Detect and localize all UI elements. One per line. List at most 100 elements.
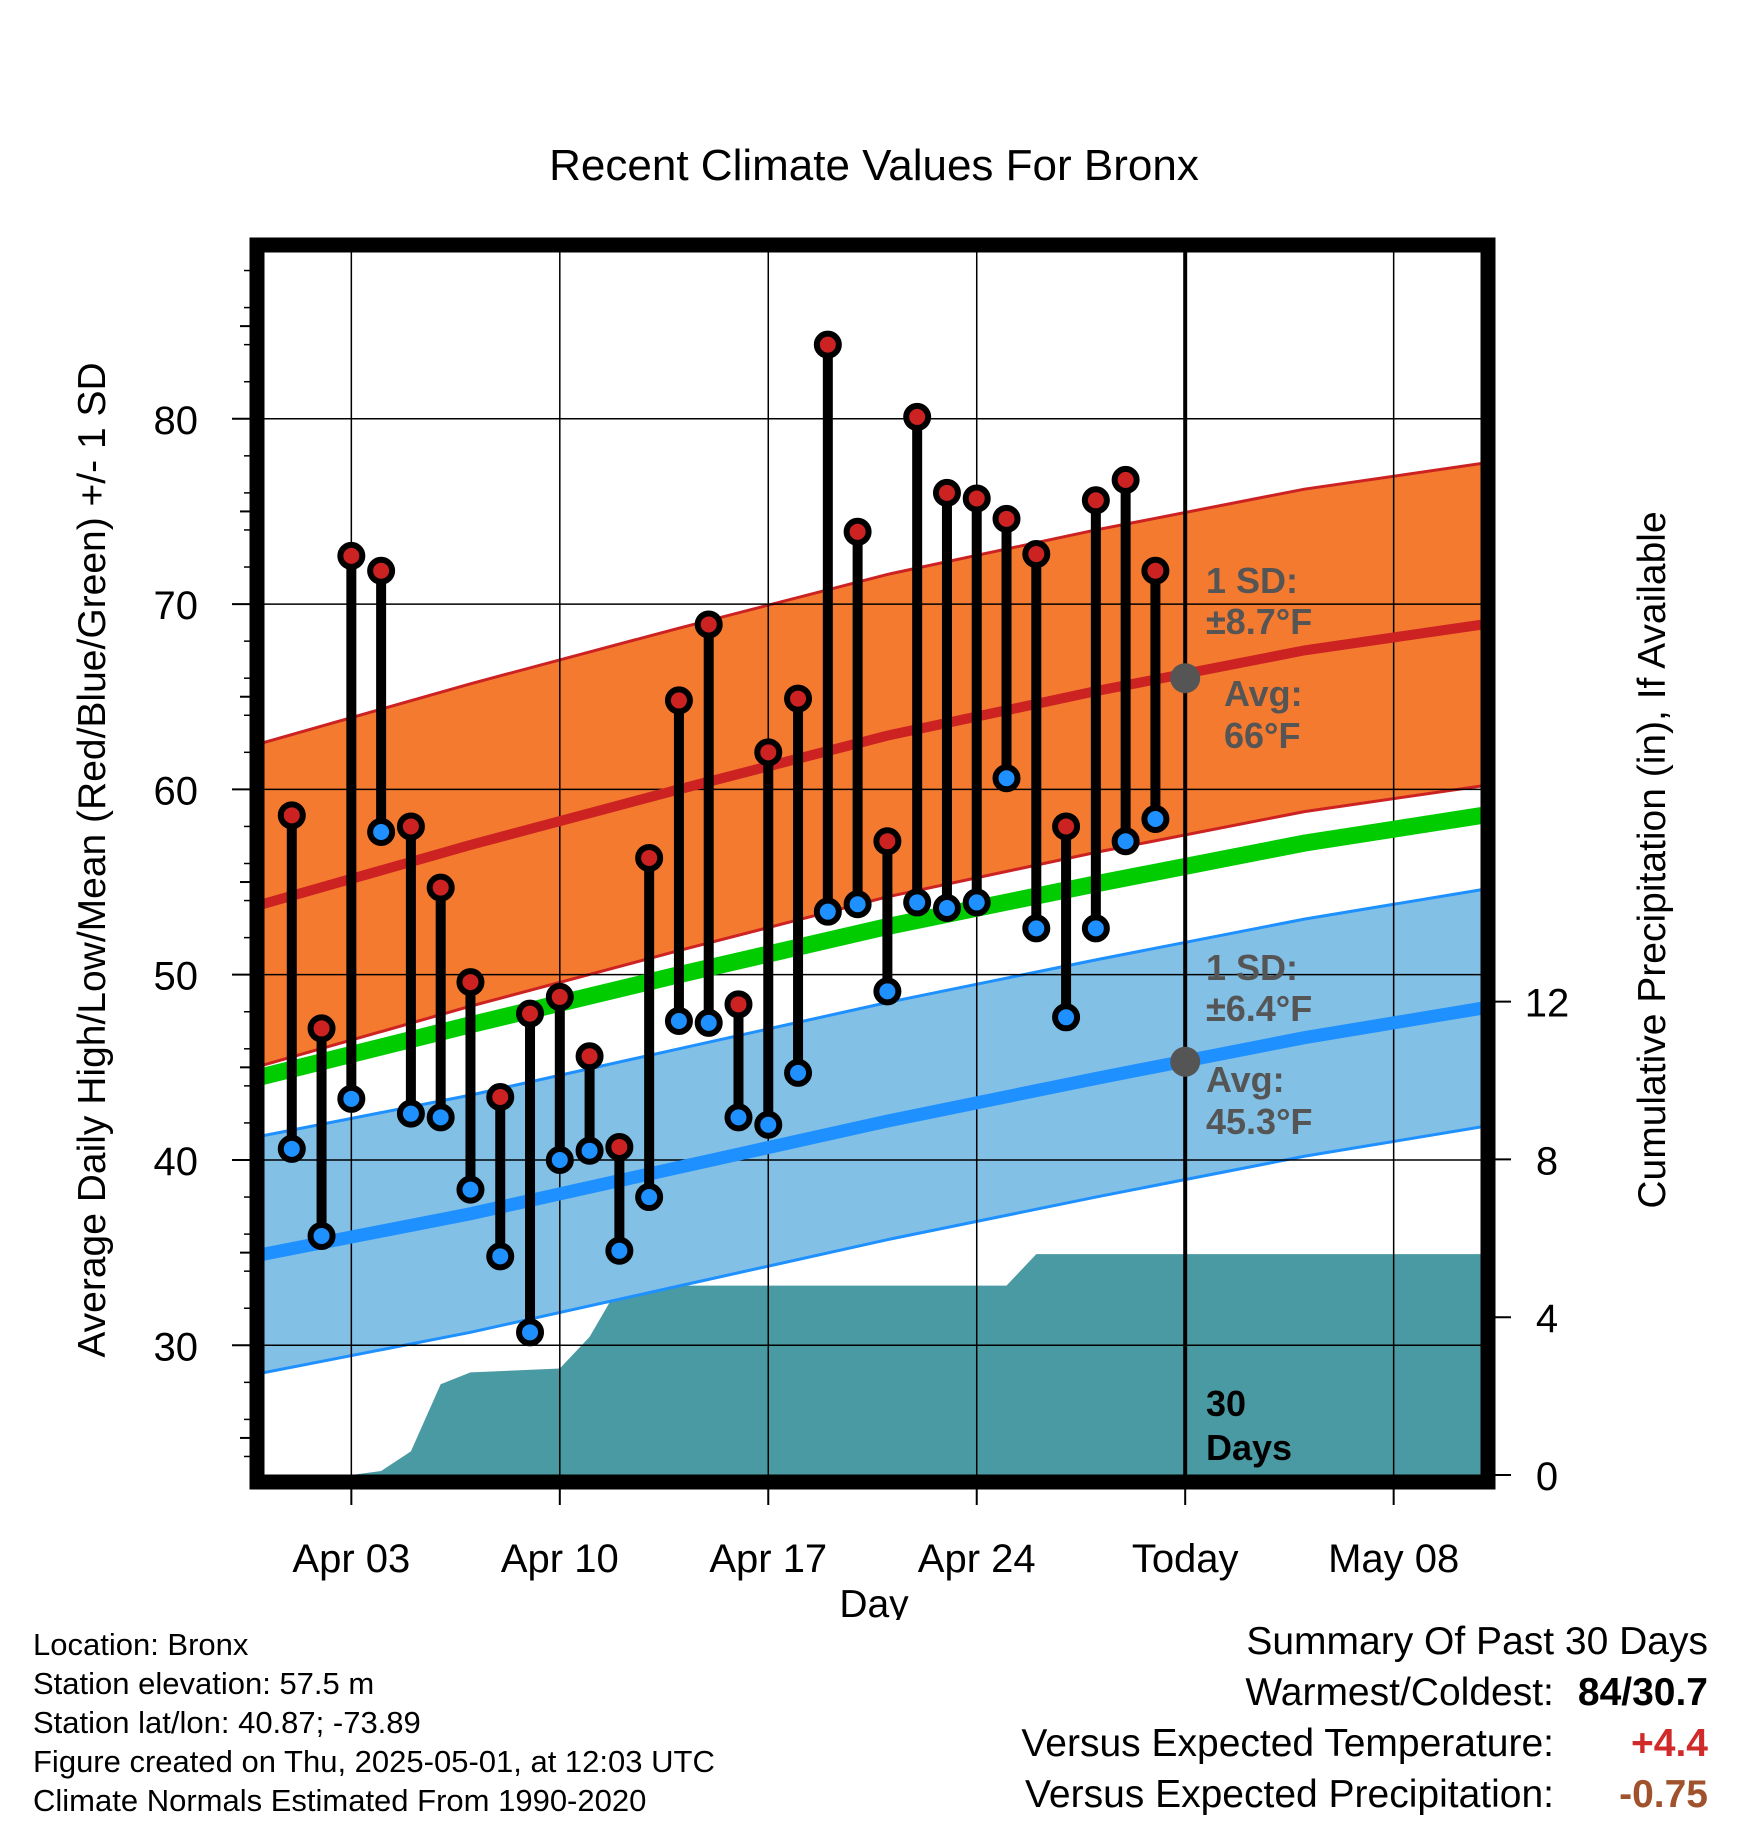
- daily-high-point: [1081, 486, 1110, 515]
- high-avg-value: 66°F: [1224, 715, 1300, 756]
- high-normal-line: [262, 619, 1483, 910]
- y-tick-label: 60: [154, 769, 199, 813]
- low-sd-value: ±6.4°F: [1206, 988, 1312, 1029]
- y2-tick-label: 12: [1525, 982, 1570, 1026]
- daily-high-point: [784, 684, 813, 713]
- daily-low-point: [873, 977, 902, 1006]
- daily-high-point: [575, 1042, 604, 1071]
- daily-low-point: [367, 817, 396, 846]
- low-avg-title: Avg:: [1206, 1059, 1285, 1100]
- summary-precip-row: Versus Expected Precipitation: -0.75: [1021, 1773, 1708, 1824]
- daily-low-point: [516, 1318, 545, 1347]
- low-sd-band: [262, 889, 1483, 1374]
- summary-title-row: Summary Of Past 30 Days: [1021, 1620, 1708, 1671]
- daily-low-point: [992, 764, 1021, 793]
- summary-warmest-row: Warmest/Coldest: 84/30.7: [1021, 1671, 1708, 1722]
- daily-high-point: [992, 504, 1021, 533]
- daily-high-point: [396, 812, 425, 841]
- y2-axis-label: Cumulative Precipitation (in), If Availa…: [1631, 511, 1674, 1208]
- daily-high-point: [694, 610, 723, 639]
- x-tick-label: May 08: [1328, 1537, 1459, 1581]
- daily-low-point: [396, 1099, 425, 1128]
- daily-high-point: [813, 330, 842, 359]
- precip-anomaly-label: Versus Expected Precipitation:: [1025, 1773, 1554, 1816]
- daily-high-point: [1111, 465, 1140, 494]
- daily-low-point: [664, 1007, 693, 1036]
- daily-low-point: [605, 1236, 634, 1265]
- daily-low-point: [784, 1058, 813, 1087]
- daily-high-point: [873, 827, 902, 856]
- high-sd-band: [262, 463, 1483, 1066]
- high-sd-title: 1 SD:: [1206, 560, 1298, 601]
- y-tick-label: 40: [154, 1140, 199, 1184]
- temp-anomaly-value: +4.4: [1631, 1722, 1708, 1765]
- daily-high-point: [1022, 540, 1051, 569]
- temp-anomaly-label: Versus Expected Temperature:: [1021, 1722, 1554, 1765]
- daily-low-point: [1141, 805, 1170, 834]
- daily-high-point: [1141, 556, 1170, 585]
- y-tick-label: 80: [154, 399, 199, 443]
- x-tick-label: Today: [1132, 1537, 1239, 1581]
- days-label: Days: [1206, 1427, 1292, 1468]
- normals-text: Climate Normals Estimated From 1990-2020: [33, 1783, 647, 1818]
- days-count: 30: [1206, 1383, 1246, 1424]
- daily-low-point: [1022, 914, 1051, 943]
- daily-high-point: [516, 999, 545, 1028]
- low-sd-band-lower: [262, 1125, 1483, 1375]
- high-avg-title: Avg:: [1224, 673, 1303, 714]
- y2-tick-label: 4: [1536, 1297, 1558, 1341]
- daily-low-point: [903, 888, 932, 917]
- daily-high-point: [754, 738, 783, 767]
- daily-low-point: [843, 890, 872, 919]
- daily-low-point: [1052, 1003, 1081, 1032]
- daily-high-point: [545, 982, 574, 1011]
- daily-high-point: [426, 873, 455, 902]
- y-tick-label: 50: [154, 955, 199, 999]
- low-sd-title: 1 SD:: [1206, 947, 1298, 988]
- station-info: Location: Bronx Station elevation: 57.5 …: [33, 1625, 715, 1820]
- daily-low-point: [486, 1242, 515, 1271]
- climate-chart: Recent Climate Values For Bronx 1 SD:±8.…: [71, 141, 1674, 1620]
- daily-high-point: [664, 686, 693, 715]
- daily-high-point: [605, 1133, 634, 1162]
- precip-anomaly-value: -0.75: [1619, 1773, 1708, 1816]
- low-normal-line: [262, 1001, 1483, 1261]
- daily-high-point: [486, 1082, 515, 1111]
- low-avg-value: 45.3°F: [1206, 1101, 1312, 1142]
- high-sd-value: ±8.7°F: [1206, 601, 1312, 642]
- daily-low-point: [962, 888, 991, 917]
- high-sd-band-upper: [262, 461, 1483, 745]
- daily-high-point: [932, 478, 961, 507]
- daily-low-point: [1081, 914, 1110, 943]
- y-tick-label: 30: [154, 1325, 199, 1369]
- elevation-text: Station elevation: 57.5 m: [33, 1666, 375, 1701]
- daily-high-point: [635, 843, 664, 872]
- x-tick-label: Apr 24: [918, 1537, 1036, 1581]
- daily-low-point: [456, 1175, 485, 1204]
- daily-high-point: [903, 402, 932, 431]
- daily-high-point: [724, 990, 753, 1019]
- daily-high-point: [307, 1014, 336, 1043]
- location-text: Location: Bronx: [33, 1627, 249, 1662]
- x-tick-label: Apr 17: [709, 1537, 827, 1581]
- precip-area: [262, 1254, 1483, 1475]
- daily-high-point: [456, 968, 485, 997]
- x-tick-label: Apr 03: [292, 1537, 410, 1581]
- y2-tick-label: 0: [1536, 1455, 1558, 1499]
- daily-high-point: [367, 556, 396, 585]
- daily-high-point: [962, 484, 991, 513]
- daily-low-point: [545, 1145, 574, 1174]
- daily-high-point: [843, 517, 872, 546]
- today-low-avg-marker: [1170, 1046, 1201, 1077]
- daily-high-point: [277, 801, 306, 830]
- daily-low-point: [277, 1134, 306, 1163]
- y-tick-label: 70: [154, 584, 199, 628]
- warmest-value: 84/30.7: [1577, 1671, 1708, 1714]
- daily-low-point: [932, 893, 961, 922]
- daily-low-point: [724, 1103, 753, 1132]
- x-tick-label: Apr 10: [501, 1537, 619, 1581]
- latlon-text: Station lat/lon: 40.87; -73.89: [33, 1705, 421, 1740]
- y2-tick-label: 8: [1536, 1139, 1558, 1183]
